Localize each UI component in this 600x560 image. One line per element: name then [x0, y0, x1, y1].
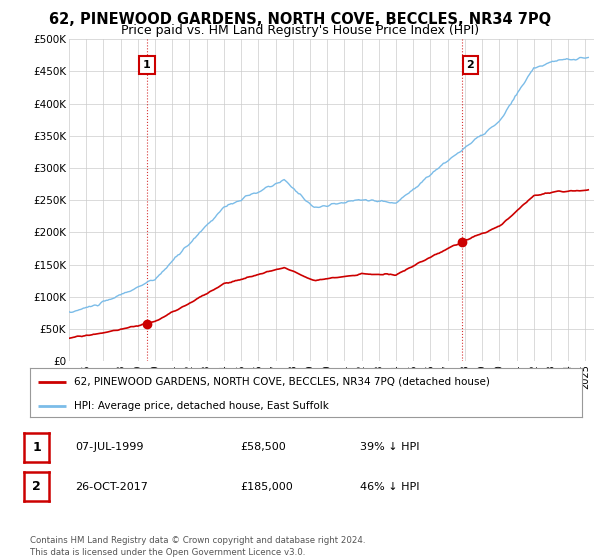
Text: 1: 1	[143, 60, 151, 70]
Text: 26-OCT-2017: 26-OCT-2017	[75, 482, 148, 492]
Text: 2: 2	[32, 480, 41, 493]
Text: 1: 1	[32, 441, 41, 454]
Text: Contains HM Land Registry data © Crown copyright and database right 2024.
This d: Contains HM Land Registry data © Crown c…	[30, 536, 365, 557]
Text: 39% ↓ HPI: 39% ↓ HPI	[360, 442, 419, 452]
Text: HPI: Average price, detached house, East Suffolk: HPI: Average price, detached house, East…	[74, 402, 329, 412]
Text: Price paid vs. HM Land Registry's House Price Index (HPI): Price paid vs. HM Land Registry's House …	[121, 24, 479, 37]
Text: £58,500: £58,500	[240, 442, 286, 452]
Text: 2: 2	[467, 60, 474, 70]
Text: 46% ↓ HPI: 46% ↓ HPI	[360, 482, 419, 492]
Text: 07-JUL-1999: 07-JUL-1999	[75, 442, 143, 452]
Text: £185,000: £185,000	[240, 482, 293, 492]
Text: 62, PINEWOOD GARDENS, NORTH COVE, BECCLES, NR34 7PQ: 62, PINEWOOD GARDENS, NORTH COVE, BECCLE…	[49, 12, 551, 27]
Text: 62, PINEWOOD GARDENS, NORTH COVE, BECCLES, NR34 7PQ (detached house): 62, PINEWOOD GARDENS, NORTH COVE, BECCLE…	[74, 377, 490, 387]
